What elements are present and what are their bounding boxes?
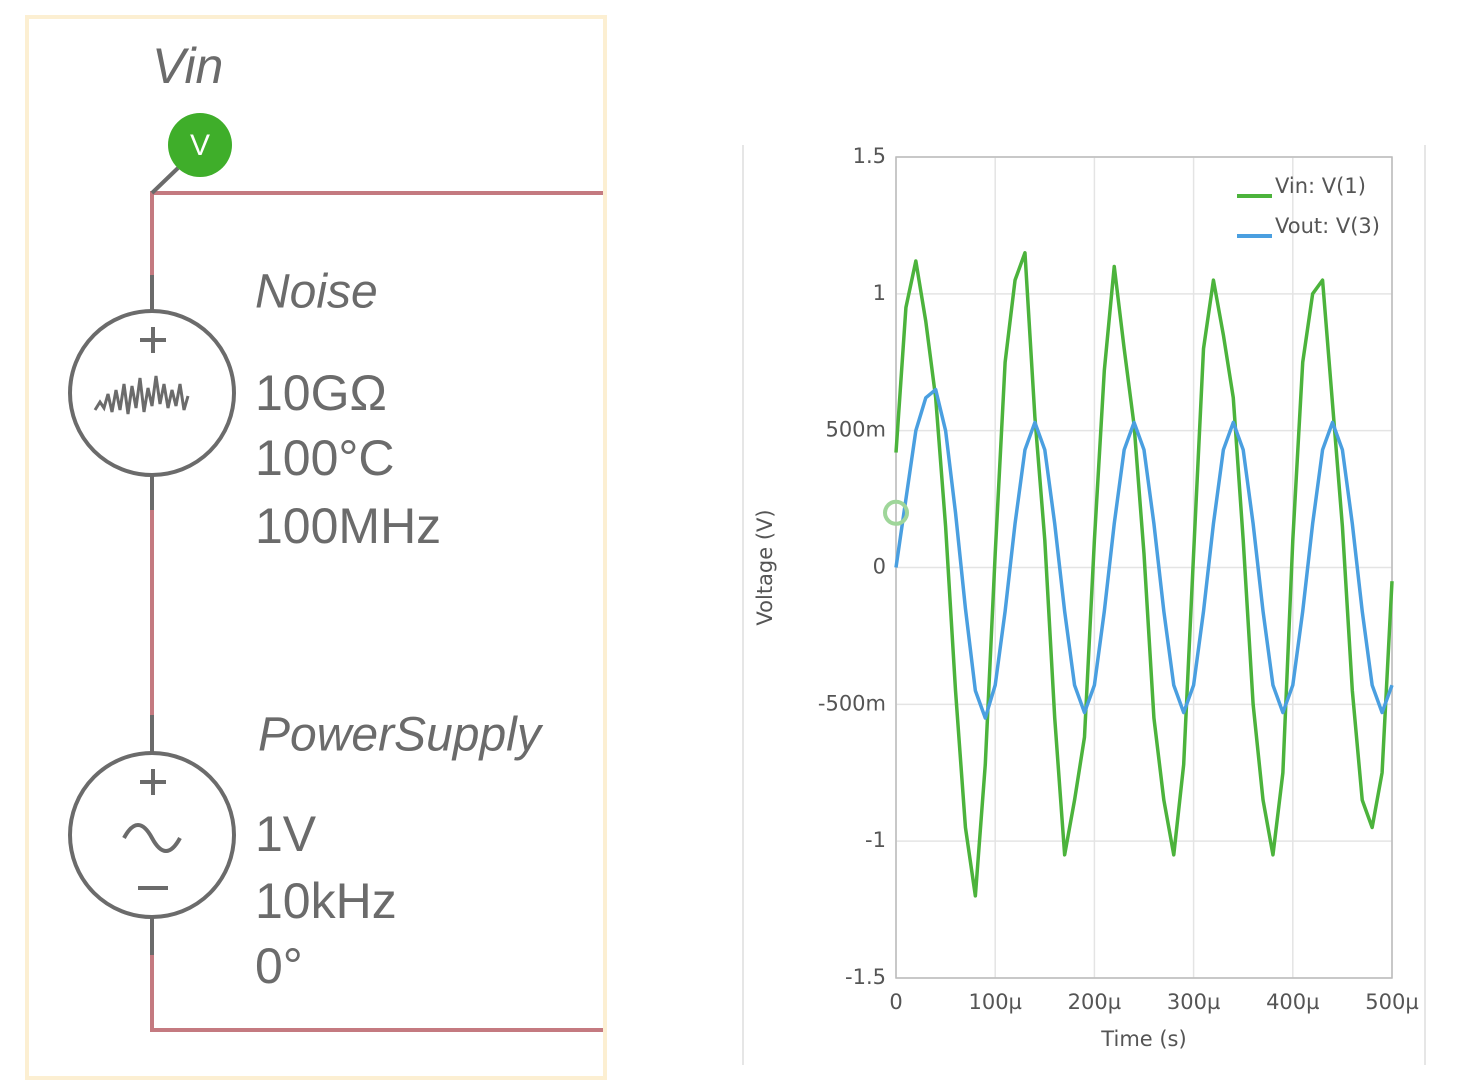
x-axis-title: Time (s)	[1100, 1027, 1186, 1051]
x-tick-label: 0	[889, 990, 902, 1014]
ac-source	[68, 751, 236, 919]
y-tick-label: -500m	[818, 691, 886, 715]
y-axis-title: Voltage (V)	[753, 509, 777, 625]
y-tick-label: 1.5	[853, 144, 886, 168]
noise-source	[68, 309, 236, 477]
y-tick-label: -1	[865, 828, 886, 852]
y-tick-label: -1.5	[845, 965, 886, 989]
component-value: 10GΩ	[255, 365, 387, 421]
probe-letter: V	[190, 129, 210, 162]
x-tick-label: 400µ	[1266, 990, 1319, 1014]
legend-label: Vout: V(3)	[1275, 214, 1380, 238]
y-tick-label: 1	[873, 281, 886, 305]
component-name: Noise	[255, 266, 378, 319]
component-value: 100MHz	[255, 498, 441, 554]
legend-label: Vin: V(1)	[1275, 174, 1366, 198]
component-value: 100°C	[255, 430, 395, 486]
component-name: PowerSupply	[258, 709, 544, 762]
component-value: 0°	[255, 938, 303, 994]
series-line	[894, 387, 1394, 720]
cursor-marker	[883, 499, 909, 526]
probe-name: Vin	[152, 38, 223, 94]
x-tick-label: 500µ	[1365, 990, 1418, 1014]
component-value: 1V	[255, 806, 317, 862]
y-tick-label: 0	[873, 555, 886, 579]
series-line	[894, 251, 1394, 898]
x-tick-label: 100µ	[968, 990, 1021, 1014]
chart: -1.5 -1 -500m 0 500m 1 1.5 0 100µ 200µ 300µ 400µ 500…	[753, 144, 1419, 1051]
component-value: 10kHz	[255, 873, 397, 929]
x-tick-label: 300µ	[1167, 990, 1220, 1014]
wires	[150, 166, 603, 1032]
x-tick-label: 200µ	[1068, 990, 1121, 1014]
y-tick-label: 500m	[825, 418, 886, 442]
probe[interactable]	[168, 113, 232, 177]
